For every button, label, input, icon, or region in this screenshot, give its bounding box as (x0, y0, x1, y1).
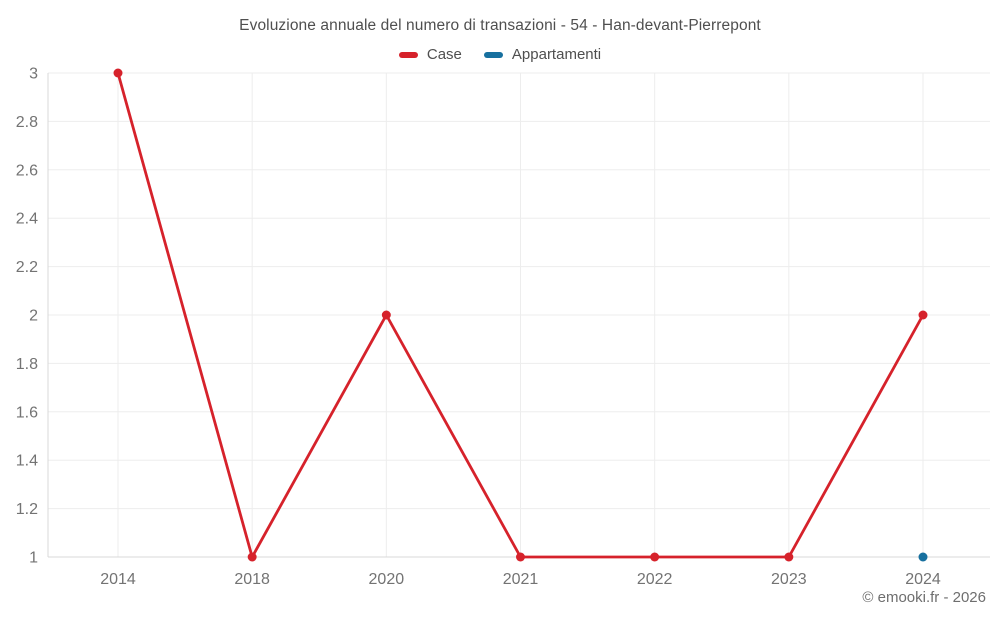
data-point-case[interactable] (918, 310, 928, 320)
y-tick-label: 3 (29, 66, 38, 83)
y-tick-label: 2.4 (16, 211, 38, 228)
y-tick-label: 1.6 (16, 404, 38, 421)
chart-legend: Case Appartamenti (0, 46, 1000, 63)
data-point-case[interactable] (381, 310, 391, 320)
y-tick-label: 2.2 (16, 259, 38, 276)
x-tick-label: 2023 (771, 571, 807, 588)
legend-item-appartamenti[interactable]: Appartamenti (483, 46, 602, 63)
x-tick-label: 2024 (905, 571, 941, 588)
y-tick-label: 2 (29, 308, 38, 325)
x-tick-label: 2014 (100, 571, 136, 588)
legend-label-appartamenti: Appartamenti (511, 46, 602, 63)
data-point-case[interactable] (247, 552, 257, 562)
y-tick-label: 2.6 (16, 162, 38, 179)
legend-swatch-appartamenti-icon (483, 51, 503, 58)
x-tick-label: 2021 (503, 571, 539, 588)
legend-item-case[interactable]: Case (398, 46, 462, 63)
data-point-case[interactable] (784, 552, 794, 562)
x-tick-label: 2018 (234, 571, 270, 588)
x-tick-label: 2020 (369, 571, 405, 588)
y-tick-label: 1.4 (16, 453, 38, 470)
x-tick-label: 2022 (637, 571, 673, 588)
footer-credit: © emooki.fr - 2026 (862, 589, 986, 606)
y-tick-label: 1.8 (16, 356, 38, 373)
legend-label-case: Case (426, 46, 462, 63)
chart-title: Evoluzione annuale del numero di transaz… (239, 17, 761, 34)
y-tick-label: 1.2 (16, 501, 38, 518)
legend-swatch-case-icon (398, 51, 418, 58)
y-tick-label: 2.8 (16, 114, 38, 131)
data-point-case[interactable] (113, 68, 123, 78)
data-point-case[interactable] (516, 552, 525, 562)
data-point-case[interactable] (650, 552, 660, 562)
data-point-appartamenti[interactable] (918, 552, 928, 562)
y-tick-label: 1 (29, 550, 38, 567)
